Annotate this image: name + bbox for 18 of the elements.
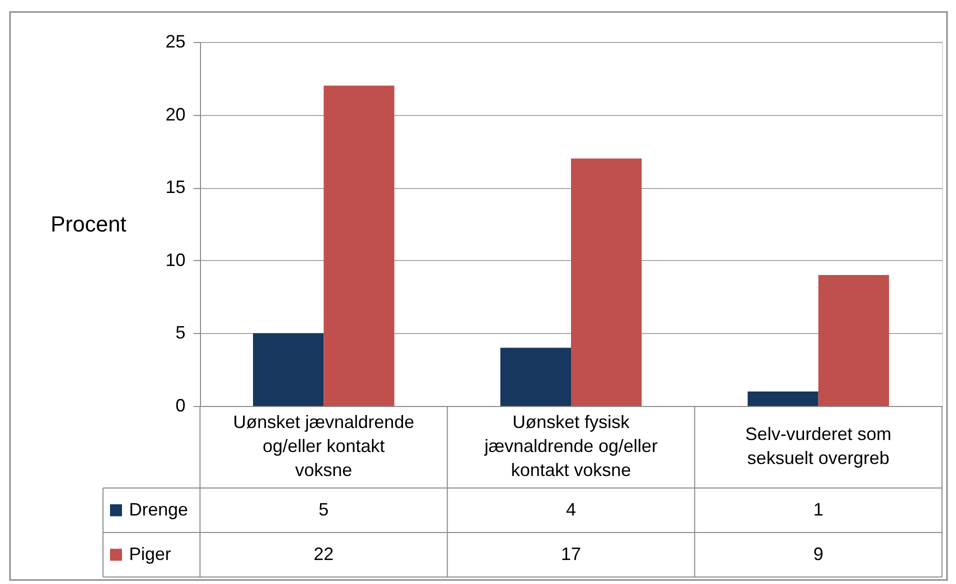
x-tick-label: Selv-vurderet som seksuelt overgreb bbox=[745, 424, 892, 468]
y-tick-label: 25 bbox=[165, 32, 186, 52]
x-tick-label: Uønsket fysisk jævnaldrende og/eller kontakt voksne bbox=[483, 412, 658, 480]
data-label: 9 bbox=[813, 544, 824, 564]
y-tick-label: 10 bbox=[165, 250, 186, 270]
y-tick-label: 15 bbox=[165, 177, 186, 198]
legend-label: Drenge bbox=[129, 499, 188, 520]
y-axis-title: Procent bbox=[50, 212, 126, 236]
data-label: 1 bbox=[813, 499, 824, 520]
data-label: 5 bbox=[318, 499, 329, 520]
data-label: 17 bbox=[560, 544, 582, 564]
y-tick-label: 0 bbox=[175, 396, 186, 416]
y-tick-label: 20 bbox=[165, 104, 186, 124]
legend-label: Piger bbox=[129, 544, 172, 564]
x-tick-label: Uønsket jævnaldrende og/eller kontakt voksne bbox=[233, 412, 414, 480]
y-tick-label: 5 bbox=[175, 322, 186, 343]
data-label: 4 bbox=[566, 499, 576, 520]
data-label: 22 bbox=[314, 544, 334, 564]
